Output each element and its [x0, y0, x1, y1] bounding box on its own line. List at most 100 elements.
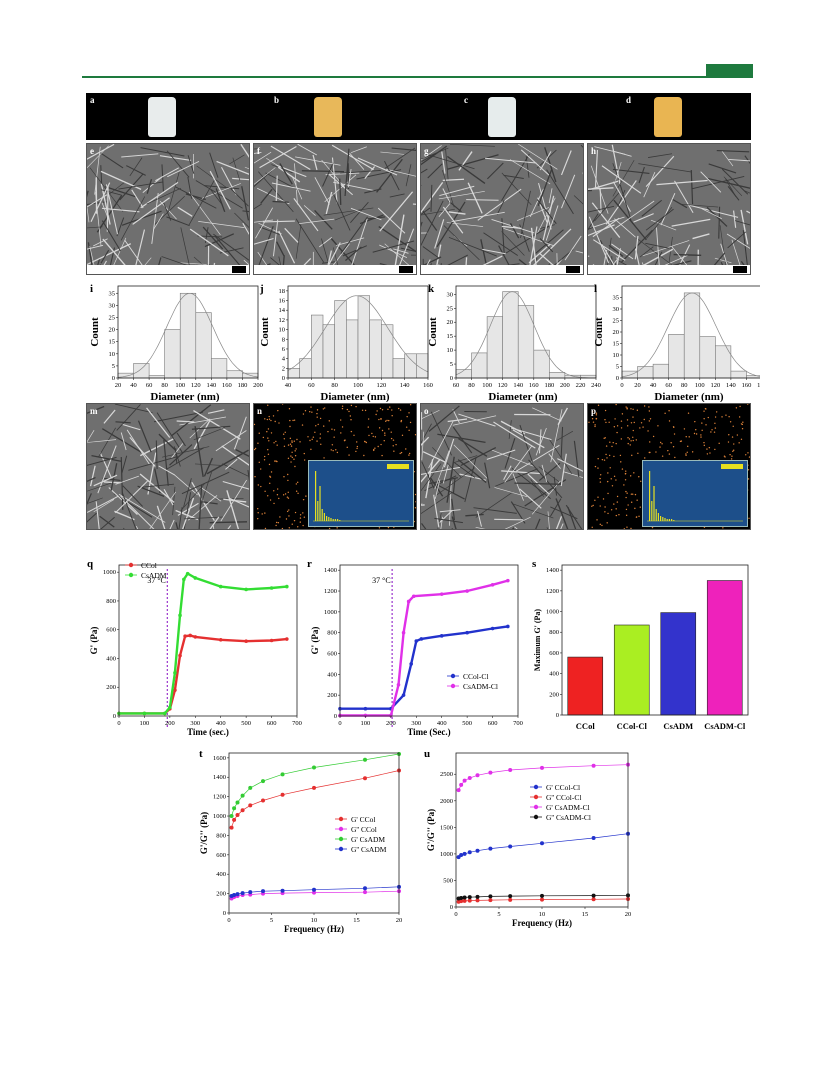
element-map-dot	[286, 510, 289, 513]
fiber-strand	[87, 242, 94, 274]
element-map-dot	[350, 419, 352, 421]
fiber-strand	[379, 191, 414, 232]
y-tick-label: 25	[613, 318, 620, 325]
element-map-dot	[281, 404, 284, 405]
fiber-strand	[451, 498, 455, 521]
panel-label-r: r	[307, 558, 312, 570]
x-tick-label: 700	[292, 720, 302, 727]
fiber-strand	[87, 439, 117, 443]
element-map-dot	[284, 493, 287, 495]
element-map-dot	[672, 446, 675, 448]
fiber-strand	[114, 480, 148, 514]
y-tick-label: 15	[109, 339, 116, 346]
element-map-dot	[388, 419, 390, 422]
fiber-strand	[194, 463, 221, 466]
element-map-dot	[399, 452, 401, 455]
fiber-strand	[107, 182, 125, 196]
element-map-dot	[615, 479, 617, 481]
element-map-dot	[615, 442, 617, 445]
fiber-strand	[646, 207, 673, 239]
element-map-dot	[272, 415, 275, 417]
fiber-strand	[441, 151, 446, 174]
data-point	[261, 889, 265, 894]
fiber-strand	[477, 510, 482, 527]
fiber-strand	[531, 480, 561, 515]
element-map-dot	[408, 454, 410, 456]
element-map-dot	[384, 432, 386, 434]
fiber-strand	[345, 246, 362, 261]
plot-frame	[455, 752, 629, 908]
element-map-dot	[294, 511, 297, 514]
element-map-dot	[285, 518, 288, 520]
element-map-dot	[747, 478, 750, 480]
element-map-dot	[613, 455, 615, 458]
fiber-strand	[121, 455, 128, 474]
element-map-dot	[733, 449, 735, 451]
fiber-strand	[538, 466, 560, 482]
element-map-dot	[638, 476, 640, 478]
element-map-dot	[747, 469, 750, 471]
x-tick-label: 20	[634, 382, 641, 389]
element-map-dot	[268, 415, 270, 418]
element-map-dot	[628, 438, 631, 440]
fiber-strand	[680, 203, 719, 208]
fiber-strand	[443, 438, 455, 468]
element-map-dot	[643, 405, 646, 407]
fiber-strand	[222, 480, 249, 490]
fiber-strand	[466, 199, 499, 201]
data-point	[459, 782, 464, 787]
fiber-strand	[423, 153, 475, 170]
fiber-strand	[146, 407, 171, 438]
panel-label-t: t	[199, 748, 203, 760]
histogram-bar	[564, 374, 581, 379]
fiber-strand	[116, 404, 141, 431]
element-map-dot	[605, 445, 608, 447]
element-map-dot	[714, 427, 717, 429]
element-map-dot	[668, 420, 671, 422]
element-map-dot	[731, 455, 733, 457]
element-map-dot	[594, 499, 596, 501]
y-tick-label: 30	[613, 306, 620, 313]
fiber-strand	[120, 432, 127, 451]
legend-marker	[338, 836, 344, 842]
element-map-dot	[388, 428, 390, 430]
fiber-strand	[477, 188, 522, 221]
fiber-strand	[501, 225, 522, 229]
fiber-strand	[101, 220, 122, 252]
data-point	[475, 898, 480, 903]
panel-label-o: o	[424, 406, 429, 416]
fiber-strand	[163, 439, 169, 486]
fiber-strand	[442, 178, 465, 182]
element-map-dot	[302, 413, 305, 415]
fiber-strand	[359, 214, 384, 225]
fiber-strand	[187, 495, 218, 521]
fiber-strand	[339, 178, 342, 205]
element-map-dot	[613, 475, 616, 478]
data-point	[467, 850, 472, 855]
data-point	[488, 846, 493, 851]
y-tick-label: 25	[109, 314, 116, 321]
x-tick-label: 140	[726, 382, 736, 389]
fiber-strand	[322, 162, 334, 187]
y-tick-label: 5	[112, 363, 115, 370]
element-map-dot	[315, 425, 317, 427]
fit-curve	[117, 292, 259, 378]
element-map-dot	[379, 418, 382, 420]
data-point	[475, 894, 480, 899]
fiber-strand	[271, 164, 293, 174]
x-tick-label: 100	[361, 720, 371, 727]
fiber-strand	[226, 490, 240, 529]
sem-scalebar	[588, 265, 750, 274]
fiber-strand	[242, 222, 249, 236]
y-tick-label: 6	[282, 346, 286, 353]
fiber-strand	[106, 186, 109, 232]
x-tick-label: 600	[267, 720, 277, 727]
fiber-strand	[276, 241, 285, 256]
data-point	[411, 594, 416, 599]
y-tick-label: 600	[549, 650, 559, 657]
eds-spectrum-inset	[642, 460, 748, 527]
fiber-strand	[185, 193, 206, 201]
fiber-strand	[518, 144, 558, 170]
fiber-strand	[588, 187, 614, 190]
fiber-strand	[243, 259, 249, 266]
